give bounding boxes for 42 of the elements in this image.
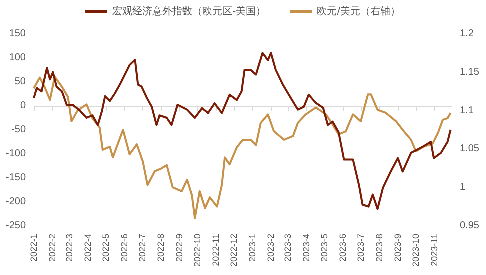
y2-tick-label: 1: [460, 182, 466, 194]
x-tick-label: 2022-2: [48, 234, 58, 262]
x-tick-label: 2023-7: [356, 234, 366, 262]
y2-tick-label: 1.1: [460, 105, 474, 116]
x-tick-label: 2022-9: [174, 234, 185, 262]
y-tick-label: 150: [9, 28, 26, 40]
y-tick-label: 0: [20, 100, 26, 112]
x-tick-label: 2023-10: [411, 234, 422, 268]
x-tick-label: 2022-8: [156, 234, 166, 262]
x-tick-label: 2023-9: [393, 234, 404, 262]
y2-tick-label: 1.15: [460, 66, 480, 78]
x-tick-label: 2022-12: [229, 234, 240, 268]
x-tick-label: 2022-7: [137, 234, 148, 262]
line-series: [33, 52, 452, 210]
x-tick-label: 2022-1: [29, 234, 39, 262]
x-tick-label: 2022-5: [100, 234, 111, 262]
legend-label: 欧元/美元（右轴）: [317, 6, 400, 18]
x-tick-label: 2022-6: [119, 234, 130, 262]
y-tick-label: -100: [6, 148, 26, 160]
x-tick-label: 2023-2: [266, 234, 276, 262]
x-tick-label: 2023-8: [374, 234, 385, 262]
legend-label: 宏观经济意外指数（欧元区-美国）: [112, 6, 266, 18]
x-tick-label: 2023-3: [282, 234, 293, 262]
x-tick-label: 2023-11: [430, 234, 440, 266]
y-tick-label: -250: [6, 220, 26, 232]
x-tick-label: 2023-4: [301, 234, 312, 262]
y2-tick-label: 1.2: [460, 28, 474, 40]
y-tick-label: -50: [12, 124, 26, 136]
y2-tick-label: 0.95: [460, 220, 480, 232]
y-tick-label: -150: [6, 172, 26, 184]
x-tick-label: 2023-1: [248, 234, 258, 262]
x-tick-label: 2022-10: [192, 234, 202, 268]
y-tick-label: -200: [6, 196, 26, 208]
x-tick-label: 2023-5: [319, 234, 330, 262]
x-tick-label: 2023-6: [338, 234, 348, 262]
x-tick-label: 2022-11: [211, 234, 222, 266]
x-tick-label: 2022-4: [82, 234, 93, 262]
y2-tick-label: 1.05: [460, 144, 480, 155]
y-tick-label: 100: [9, 52, 26, 64]
line-series: [33, 76, 452, 220]
x-tick-label: 2022-3: [64, 234, 74, 262]
y-tick-label: 50: [14, 76, 26, 88]
